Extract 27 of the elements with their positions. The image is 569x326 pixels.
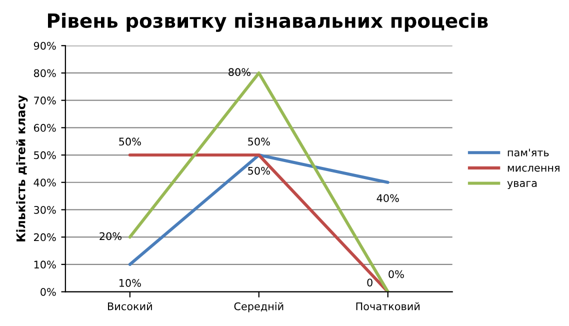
data-label: 40% <box>376 194 399 202</box>
y-tick-label: 30% <box>34 206 56 214</box>
data-label: 50% <box>248 166 270 175</box>
data-label: 50% <box>119 138 141 146</box>
legend-label: увага <box>507 181 537 190</box>
chart-title: Рівень розвитку пізнавальних процесів <box>48 12 488 32</box>
y-tick-label: 80% <box>34 69 56 78</box>
data-label: 10% <box>119 279 141 287</box>
y-tick-label: 70% <box>34 96 56 104</box>
data-label: 50% <box>248 138 270 146</box>
y-tick-label: 0% <box>40 288 56 296</box>
y-tick-label: 40% <box>34 178 56 186</box>
legend-label: мислення <box>508 166 560 172</box>
x-tick-label: Початковий <box>356 302 420 310</box>
data-label: 80% <box>228 68 250 76</box>
y-tick-label: 60% <box>34 124 56 132</box>
legend-label: пам'ять <box>508 148 549 156</box>
y-tick-label: 50% <box>34 151 56 160</box>
x-tick-label: Високий <box>108 302 152 310</box>
y-tick-label: 20% <box>34 233 56 242</box>
y-axis-title: Кількість дітей класу <box>16 95 28 242</box>
data-label: 0 <box>367 278 372 286</box>
y-tick-label: 90% <box>34 42 56 50</box>
y-tick-label: 10% <box>34 260 56 269</box>
data-label: 20% <box>100 232 122 240</box>
x-tick-label: Середній <box>234 302 284 312</box>
data-label: 0% <box>388 270 404 278</box>
